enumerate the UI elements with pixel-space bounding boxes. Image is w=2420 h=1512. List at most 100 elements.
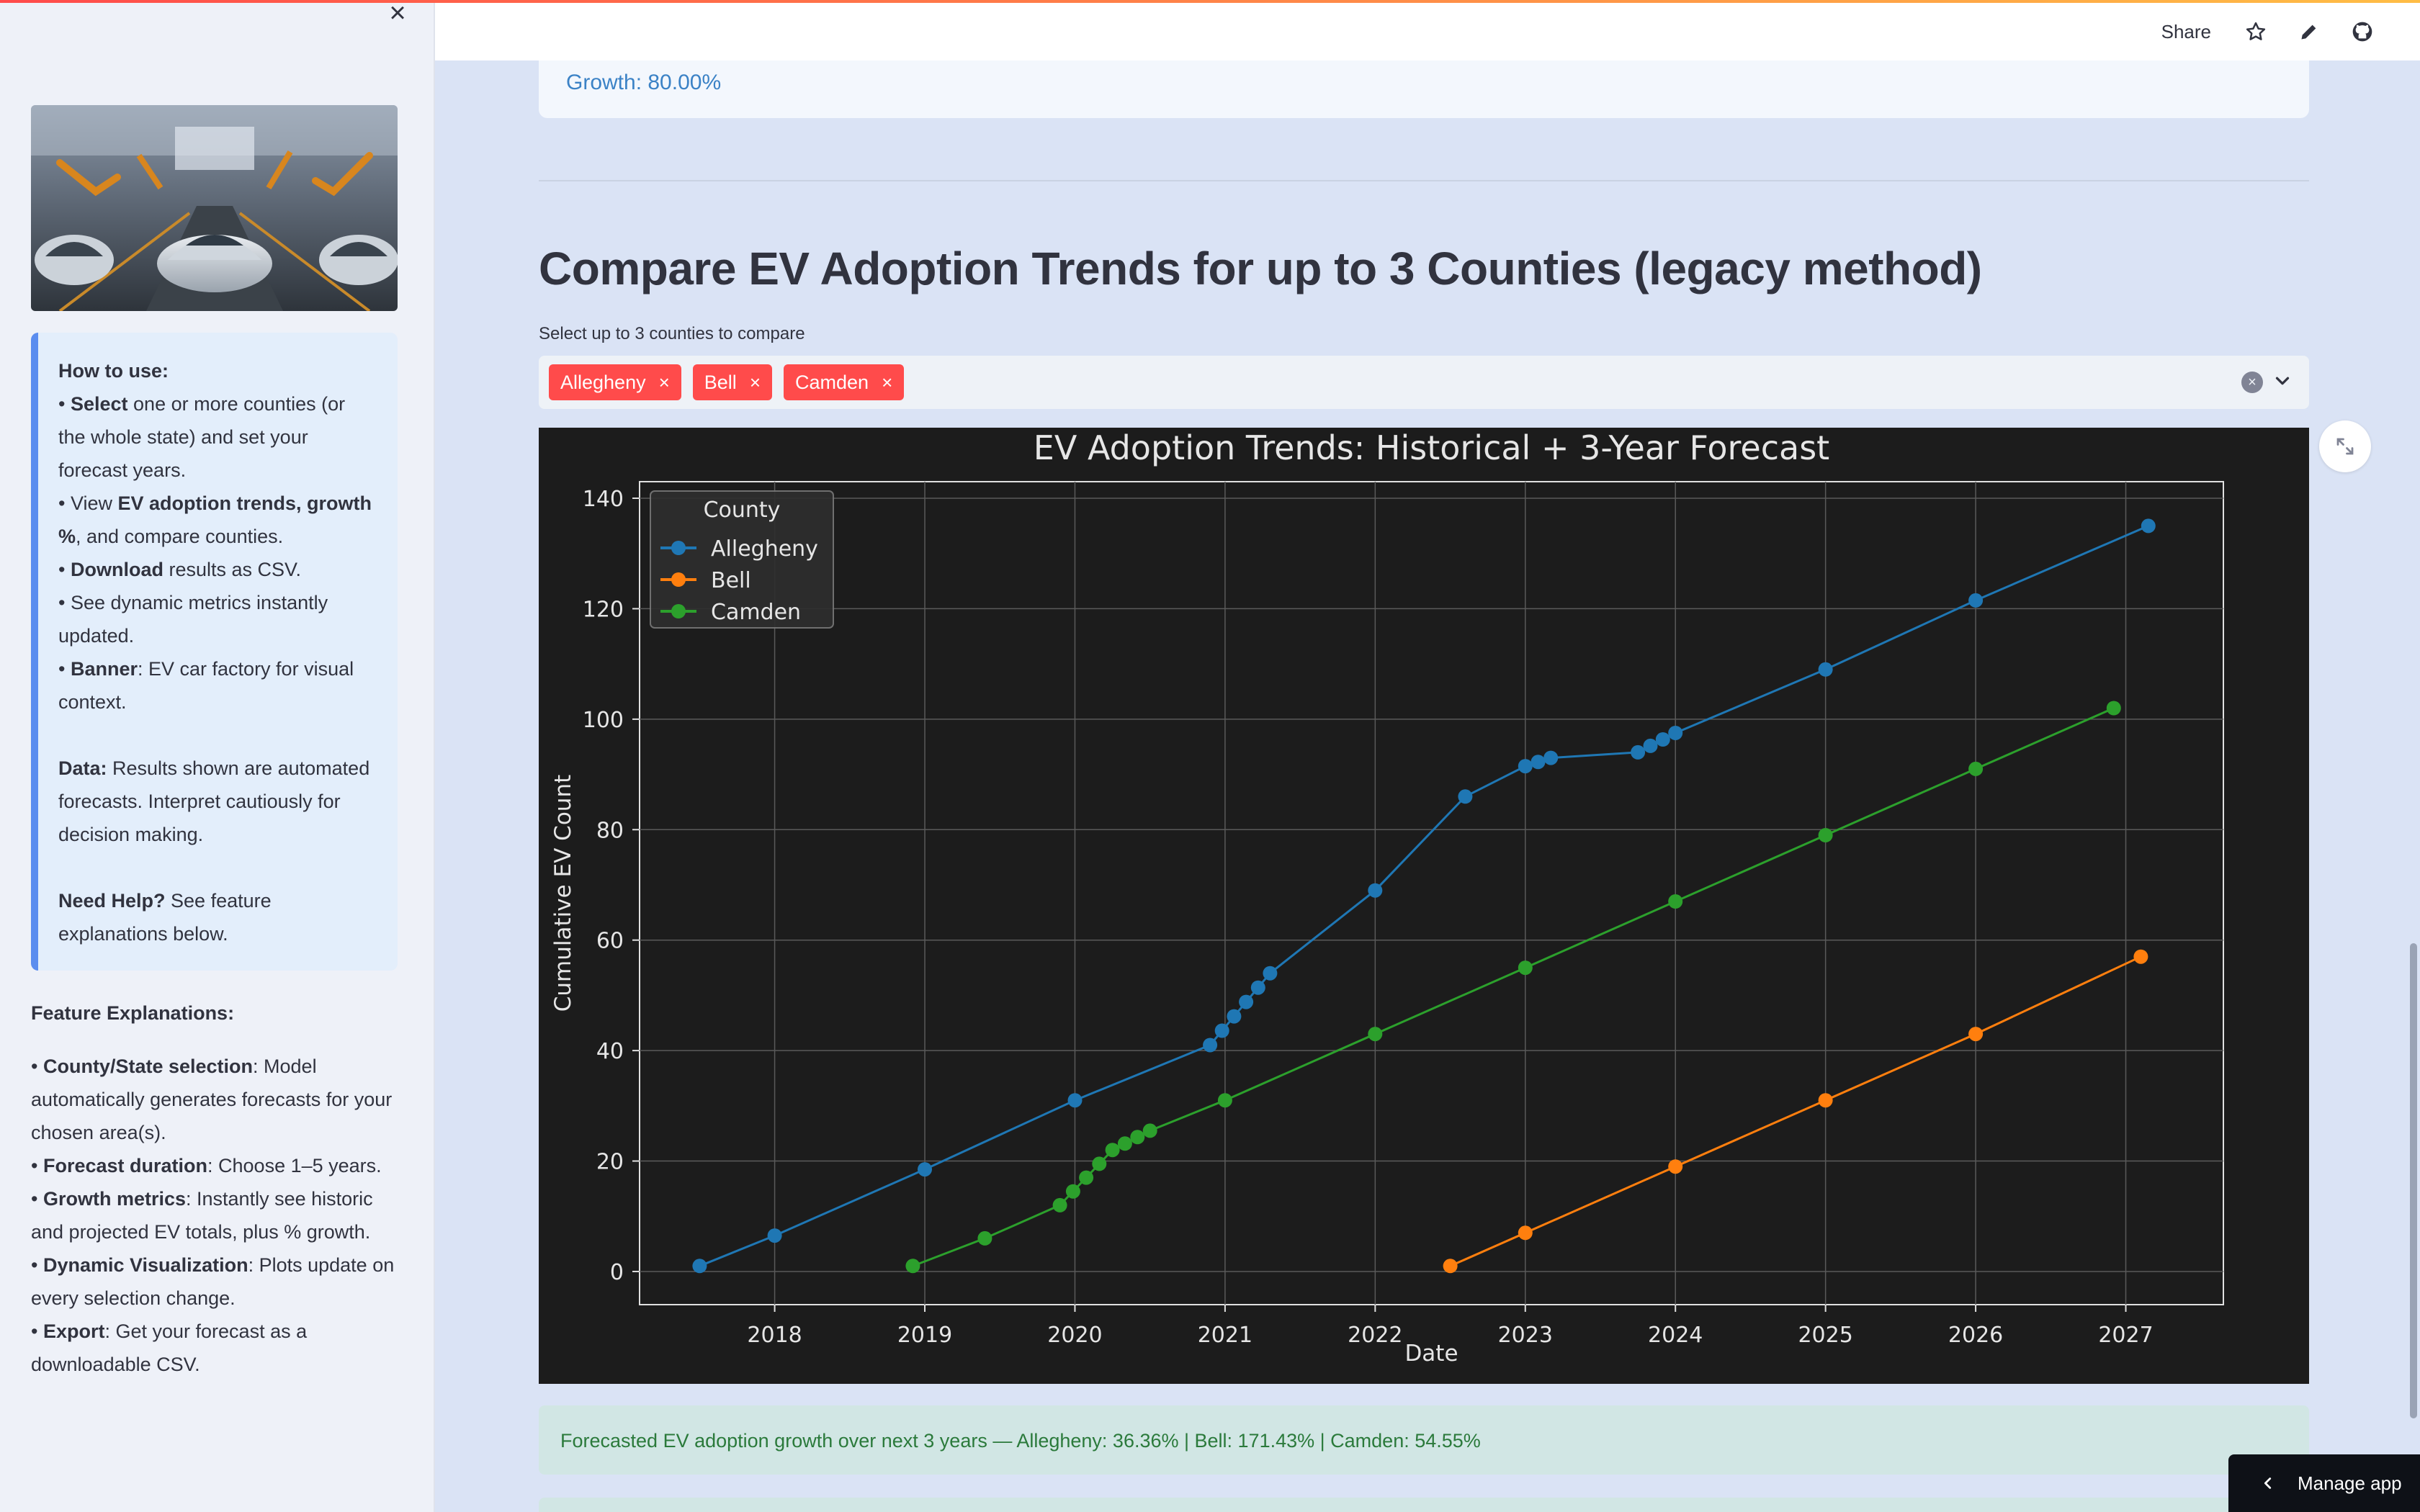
tag-allegheny[interactable]: Allegheny × (549, 364, 681, 400)
data-point (1668, 1159, 1683, 1174)
plot-area (639, 481, 2224, 1305)
share-button[interactable]: Share (2161, 20, 2211, 42)
legend-entry: Bell (711, 568, 751, 593)
legend-box (650, 490, 834, 629)
data-point (1531, 755, 1546, 770)
feature-explanations: Feature Explanations: • County/State sel… (31, 996, 405, 1381)
chart-title: EV Adoption Trends: Historical + 3-Year … (1034, 428, 1829, 467)
close-sidebar-icon[interactable]: × (389, 0, 406, 29)
data-point (1105, 1143, 1120, 1158)
data-point (1368, 1027, 1383, 1042)
feature-export: • Export: Get your forecast as a downloa… (31, 1320, 308, 1375)
data-point (1263, 966, 1278, 981)
feature-growth: • Growth metrics: Instantly see historic… (31, 1188, 373, 1243)
feature-visualization: • Dynamic Visualization: Plots update on… (31, 1254, 395, 1309)
data-point (1067, 1093, 1083, 1108)
remove-tag-icon[interactable]: × (658, 371, 670, 393)
legend-swatch-marker (671, 541, 686, 555)
app-header: Share (435, 3, 2420, 60)
data-point (1818, 662, 1833, 677)
x-tick-label: 2024 (1648, 1323, 1703, 1348)
ev-trends-chart: 2018 2019 2020 2021 2022 2023 2024 2025 2026 2027… (539, 428, 2309, 1384)
series-line-bell (1449, 955, 2142, 1267)
feature-county: • County/State selection: Model automati… (31, 1056, 393, 1143)
x-axis-label: Date (1404, 1341, 1458, 1367)
how-to-use-box: How to use: • Select one or more countie… (31, 333, 398, 971)
data-point (1250, 980, 1265, 995)
data-point (1130, 1130, 1145, 1145)
edit-pencil-icon[interactable] (2295, 17, 2323, 46)
data-point (918, 1162, 932, 1177)
x-tick-label: 2023 (1498, 1323, 1553, 1348)
forecast-growth-text: Forecasted EV adoption growth over next … (560, 1430, 1481, 1452)
data-point (1518, 960, 1533, 976)
section-title: Compare EV Adoption Trends for up to 3 C… (539, 243, 1982, 294)
remove-tag-icon[interactable]: × (749, 371, 761, 393)
github-icon[interactable] (2348, 17, 2377, 46)
x-tick-label: 2022 (1348, 1323, 1402, 1348)
data-point (905, 1259, 920, 1274)
county-multiselect[interactable]: Allegheny × Bell × Camden × × (539, 356, 2309, 409)
bullet-download: • Download results as CSV. (58, 559, 302, 580)
x-tick-label: 2021 (1198, 1323, 1252, 1348)
y-tick-label: 60 (596, 929, 624, 954)
data-point (1818, 1093, 1833, 1108)
data-point (1655, 732, 1670, 747)
growth-value: Growth: 80.00% (566, 71, 722, 94)
data-point (1968, 761, 1984, 776)
remove-tag-icon[interactable]: × (882, 371, 893, 393)
star-icon[interactable] (2241, 17, 2270, 46)
y-tick-label: 20 (596, 1150, 624, 1175)
data-point (977, 1230, 992, 1246)
x-tick-label: 2019 (897, 1323, 952, 1348)
y-tick-label: 0 (610, 1260, 624, 1285)
data-point (1668, 894, 1683, 909)
page-scrollbar[interactable] (2410, 943, 2417, 1418)
x-tick-label: 2026 (1948, 1323, 2003, 1348)
tag-camden[interactable]: Camden × (784, 364, 905, 400)
series-line-camden (912, 707, 2115, 1267)
y-tick-label: 100 (583, 708, 624, 733)
x-tick-label: 2018 (747, 1323, 802, 1348)
tag-bell[interactable]: Bell × (692, 364, 772, 400)
manage-app-label: Manage app (2298, 1472, 2402, 1494)
data-point (2106, 701, 2121, 716)
legend-swatch-marker (671, 572, 686, 587)
chart-svg: 2018 2019 2020 2021 2022 2023 2024 2025 2026 2027… (550, 428, 2224, 1367)
data-point (1214, 1023, 1229, 1038)
data-point (1818, 828, 1833, 842)
feature-duration: • Forecast duration: Choose 1–5 years. (31, 1155, 382, 1176)
banner-image (31, 105, 398, 311)
fullscreen-expand-icon[interactable] (2319, 420, 2371, 472)
data-point (1092, 1156, 1107, 1171)
legend-entry: Allegheny (711, 536, 818, 562)
data-point (767, 1228, 782, 1243)
data-point (1668, 726, 1683, 740)
y-tick-label: 40 (596, 1039, 624, 1064)
data-point (1631, 744, 1646, 760)
legend-entry: Camden (711, 600, 801, 625)
legend-title: County (704, 498, 781, 523)
y-tick-label: 80 (596, 818, 624, 843)
growth-metric-card: Growth: 80.00% (539, 50, 2309, 118)
bullet-metrics: • See dynamic metrics instantly updated. (58, 592, 328, 647)
data-point (1079, 1170, 1094, 1185)
clear-all-icon[interactable]: × (2241, 372, 2263, 393)
data-point (1217, 1093, 1232, 1108)
chevron-down-icon[interactable] (2272, 370, 2293, 392)
feature-explanations-title: Feature Explanations: (31, 1002, 235, 1024)
forecast-growth-alert: Forecasted EV adoption growth over next … (539, 1405, 2309, 1475)
data-point (1968, 593, 1984, 608)
manage-app-button[interactable]: Manage app (2228, 1454, 2420, 1512)
y-axis-label: Cumulative EV Count (550, 775, 576, 1012)
bullet-view: • View EV adoption trends, growth %, and… (58, 492, 372, 547)
legend-swatch-marker (671, 604, 686, 618)
x-tick-label: 2020 (1047, 1323, 1102, 1348)
data-point (1443, 1259, 1458, 1274)
data-point (2141, 518, 2156, 534)
data-point (2133, 949, 2148, 964)
next-alert-box (539, 1498, 2309, 1512)
chevron-left-icon (2264, 1477, 2272, 1489)
bullet-banner: • Banner: EV car factory for visual cont… (58, 658, 354, 713)
x-tick-label: 2025 (1798, 1323, 1852, 1348)
